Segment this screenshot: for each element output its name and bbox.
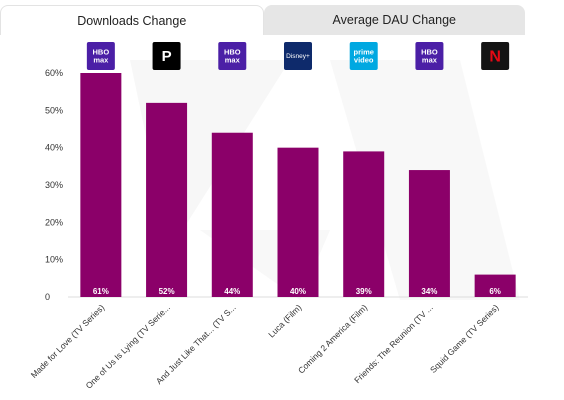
bar	[211, 132, 253, 297]
bar	[80, 73, 122, 297]
tab-downloads-change[interactable]: Downloads Change	[0, 5, 264, 35]
logo-tile	[349, 42, 378, 70]
y-tick-label: 60%	[45, 68, 63, 78]
disney-plus-icon: Disney+	[284, 42, 312, 70]
logo-tile	[284, 42, 312, 70]
category-label: Squid Game (TV Series)	[428, 302, 501, 375]
bar	[277, 147, 319, 297]
bar	[343, 151, 385, 297]
logo-text: HBO	[93, 48, 110, 57]
logo-text: video	[354, 56, 374, 65]
logo-tile	[218, 42, 247, 70]
data-label: 61%	[93, 287, 109, 296]
logo-text: HBO	[224, 48, 241, 57]
logo-text: max	[225, 56, 241, 65]
data-label: 6%	[489, 287, 501, 296]
data-label: 52%	[159, 287, 175, 296]
peacock-icon: P	[152, 42, 181, 70]
category-label: Friends: The Reunion (TV ...	[352, 302, 435, 385]
y-tick-label: 50%	[45, 105, 63, 115]
logo-text: max	[93, 56, 109, 65]
y-tick-label: 40%	[45, 143, 63, 153]
logo-text: P	[162, 48, 172, 65]
logo-text: HBO	[421, 48, 438, 57]
category-label: Made for Love (TV Series)	[29, 302, 107, 380]
y-tick-label: 10%	[45, 255, 63, 265]
logo-tile	[481, 42, 510, 70]
data-label: 34%	[421, 287, 437, 296]
y-tick-label: 30%	[45, 180, 63, 190]
logo-text: N	[489, 48, 501, 65]
logo-tile	[152, 42, 181, 70]
category-label: Luca (Film)	[266, 302, 303, 339]
data-label: 44%	[224, 287, 240, 296]
y-tick-label: 20%	[45, 217, 63, 227]
logo-text: Disney+	[286, 53, 310, 60]
bar	[408, 170, 450, 297]
logo-text: max	[422, 56, 438, 65]
y-tick-label: 0	[45, 292, 50, 302]
tab-bar: Downloads Change Average DAU Change	[0, 5, 525, 35]
data-label: 39%	[356, 287, 372, 296]
logo-tile	[86, 42, 115, 70]
category-label: Coming 2 America (Film)	[296, 302, 369, 375]
logo-text: prime	[353, 48, 373, 57]
netflix-icon: N	[481, 42, 510, 70]
logo-tile	[415, 42, 444, 70]
tab-average-dau-change[interactable]: Average DAU Change	[263, 5, 525, 35]
data-label: 40%	[290, 287, 306, 296]
bar	[146, 102, 188, 297]
bar	[474, 274, 516, 297]
